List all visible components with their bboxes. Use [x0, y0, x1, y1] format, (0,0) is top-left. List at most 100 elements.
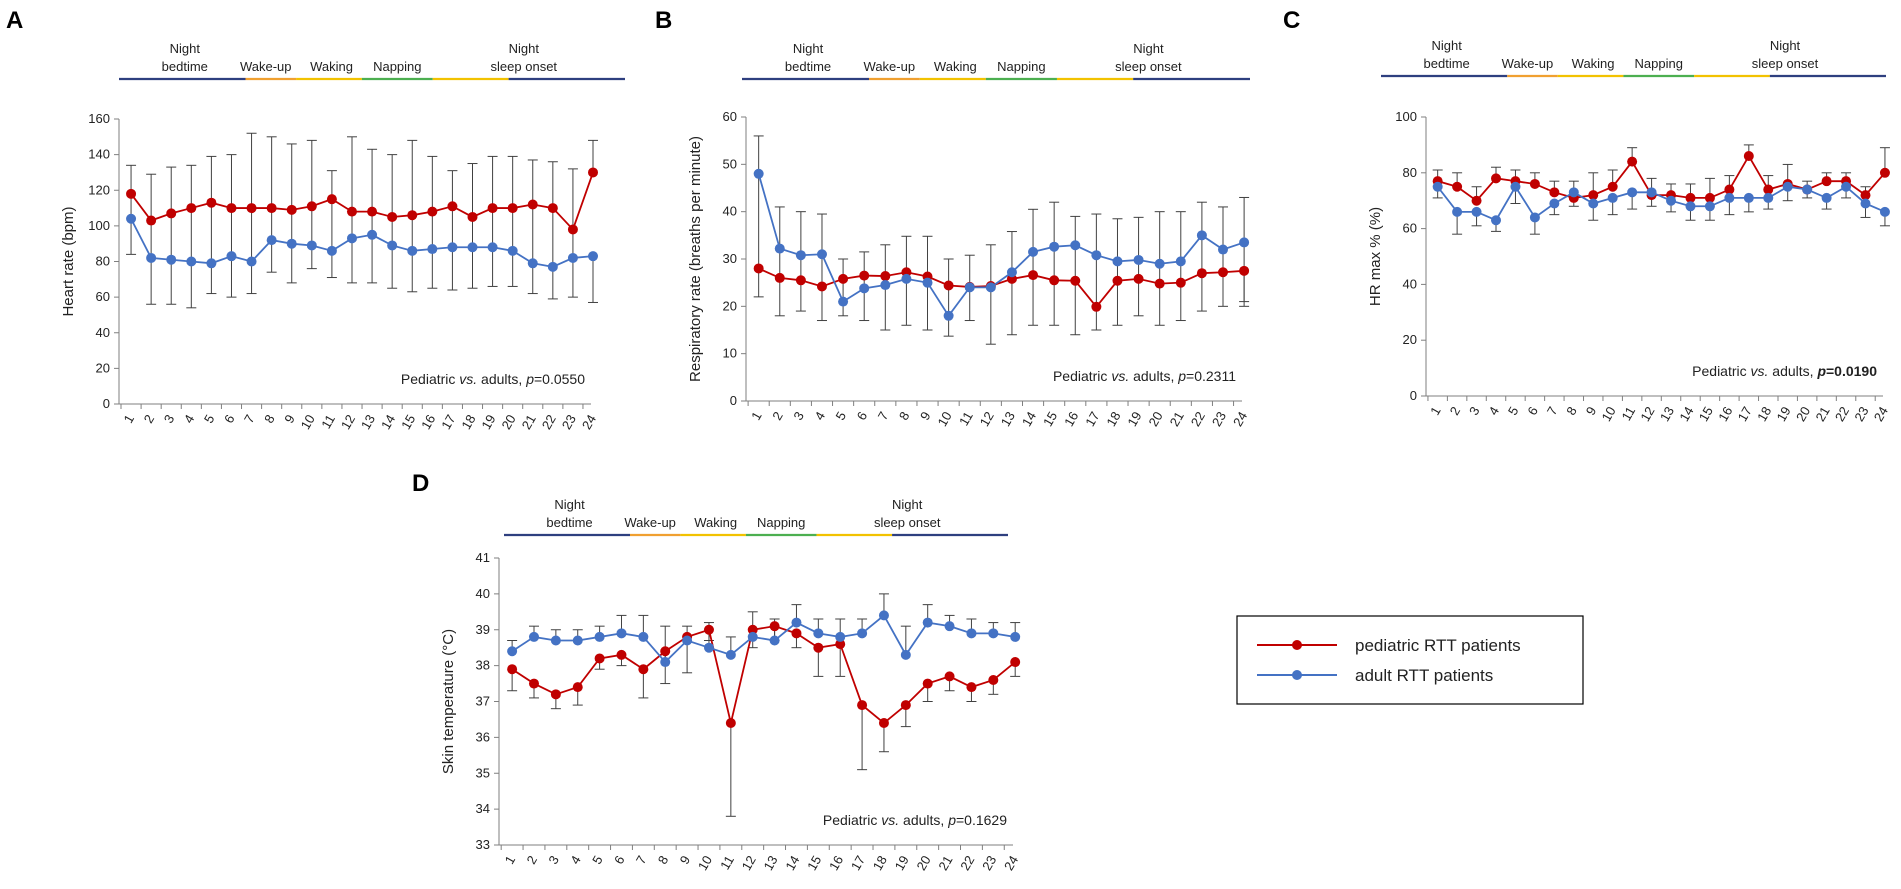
data-point	[1607, 181, 1618, 192]
x-tick-label: 18	[458, 412, 478, 432]
data-point	[407, 210, 418, 221]
x-tick-label: 6	[854, 409, 871, 423]
x-tick-label: 1	[121, 412, 138, 426]
series-line	[1436, 185, 1886, 222]
data-point	[616, 649, 627, 660]
data-point	[1685, 192, 1696, 203]
data-point	[1175, 277, 1186, 288]
data-point	[407, 245, 418, 256]
x-tick-label: 2	[141, 412, 158, 426]
data-point	[880, 271, 891, 282]
data-point	[769, 621, 780, 632]
data-point	[638, 631, 649, 642]
legend: pediatric RTT patients adult RTT patient…	[1236, 615, 1584, 705]
y-tick-label: 40	[96, 325, 110, 340]
x-tick-label: 13	[358, 412, 378, 432]
data-point	[1218, 244, 1229, 255]
y-tick-label: 50	[723, 156, 737, 171]
data-point	[922, 617, 933, 628]
x-tick-label: 22	[539, 412, 559, 432]
data-point	[1743, 151, 1754, 162]
y-tick-label: 38	[476, 658, 490, 673]
x-tick-label: 19	[1774, 404, 1794, 424]
data-point	[944, 621, 955, 632]
y-tick-label: 100	[88, 218, 110, 233]
data-point	[900, 700, 911, 711]
data-point	[1879, 206, 1890, 217]
x-tick-label: 8	[1563, 404, 1580, 418]
x-tick-label: 11	[318, 412, 338, 431]
data-point	[1704, 201, 1715, 212]
data-point	[943, 310, 954, 321]
data-point	[226, 203, 237, 214]
y-tick-label: 140	[88, 147, 110, 162]
data-point	[922, 277, 933, 288]
y-tick-label: 100	[1395, 109, 1417, 124]
x-tick-label: 5	[833, 409, 850, 423]
x-tick-label: 3	[790, 409, 807, 423]
y-tick-label: 60	[723, 109, 737, 124]
data-point	[427, 244, 438, 255]
x-tick-label: 10	[1599, 404, 1619, 424]
y-tick-label: 34	[476, 801, 490, 816]
data-point	[859, 283, 870, 294]
data-point	[1006, 267, 1017, 278]
y-tick-label: 20	[96, 360, 110, 375]
data-point	[1154, 278, 1165, 289]
data-point	[1471, 206, 1482, 217]
x-tick-label: 16	[418, 412, 438, 432]
series-line	[757, 173, 1245, 318]
data-point	[527, 199, 538, 210]
x-tick-label: 11	[956, 409, 976, 428]
data-point	[1112, 275, 1123, 286]
data-point	[1028, 270, 1039, 281]
x-tick-label: 17	[438, 412, 458, 432]
x-tick-label: 3	[1466, 404, 1483, 418]
data-point	[1091, 301, 1102, 312]
period-label: Wake-up	[240, 59, 292, 74]
data-point	[367, 206, 378, 217]
x-tick-label: 19	[892, 853, 912, 873]
x-tick-label: 1	[748, 409, 765, 423]
data-point	[1510, 181, 1521, 192]
x-tick-label: 15	[1040, 409, 1060, 429]
x-tick-label: 21	[1812, 404, 1832, 424]
data-point	[988, 628, 999, 639]
p-value-annotation: Pediatric vs. adults, p=0.1629	[823, 812, 1007, 828]
data-point	[1452, 206, 1463, 217]
data-point	[467, 242, 478, 253]
x-tick-label: 13	[998, 409, 1018, 429]
data-point	[1724, 192, 1735, 203]
y-tick-label: 0	[730, 393, 737, 408]
series-line	[130, 172, 594, 232]
x-tick-label: 16	[826, 853, 846, 873]
data-point	[1646, 187, 1657, 198]
data-point	[567, 252, 578, 263]
data-point	[1452, 181, 1463, 192]
data-point	[286, 204, 297, 215]
y-tick-label: 80	[96, 254, 110, 269]
data-point	[266, 235, 277, 246]
data-point	[922, 678, 933, 689]
data-point	[1112, 256, 1123, 267]
data-point	[1724, 184, 1735, 195]
x-tick-label: 21	[1167, 409, 1187, 429]
data-point	[1821, 192, 1832, 203]
data-point	[467, 211, 478, 222]
panel-letter-d: D	[412, 470, 429, 497]
data-point	[226, 251, 237, 262]
x-tick-label: 21	[935, 853, 955, 873]
period-label: Wake-up	[1502, 56, 1554, 71]
x-tick-label: 12	[1637, 404, 1657, 424]
x-tick-label: 16	[1061, 409, 1081, 429]
data-point	[753, 168, 764, 179]
data-point	[507, 646, 518, 657]
data-point	[206, 258, 217, 269]
series-line	[511, 625, 1016, 725]
x-tick-label: 14	[1676, 404, 1696, 424]
data-point	[1588, 190, 1599, 201]
x-tick-label: 14	[782, 853, 802, 873]
data-point	[447, 242, 458, 253]
data-point	[1627, 187, 1638, 198]
x-tick-label: 6	[1524, 404, 1541, 418]
